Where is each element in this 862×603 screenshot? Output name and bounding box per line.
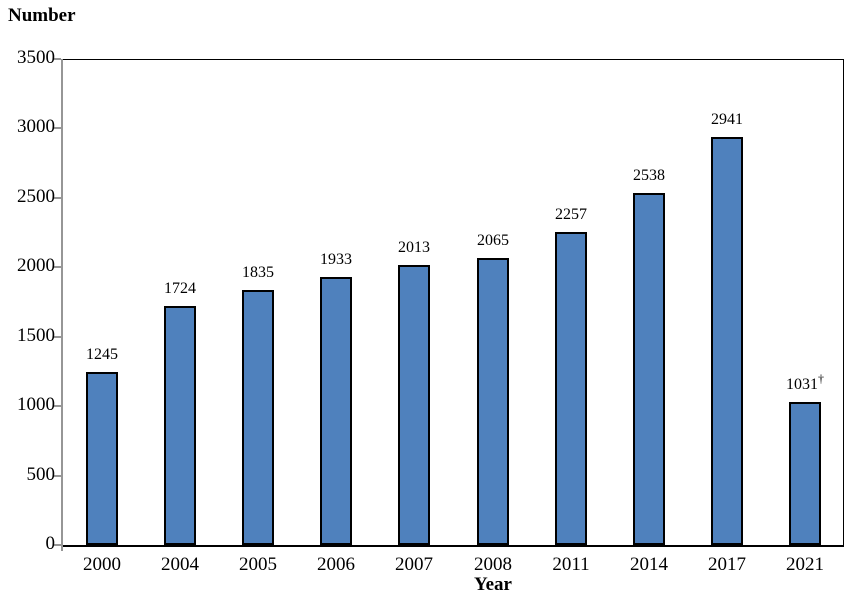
x-axis-line — [63, 545, 844, 547]
x-axis-title: Year — [474, 574, 512, 595]
y-tick-2000 — [54, 266, 61, 269]
bar-2000 — [86, 372, 118, 545]
y-tick-label-3000: 3000 — [17, 116, 55, 138]
bar-2004 — [164, 306, 196, 545]
y-tick-label-1500: 1500 — [17, 324, 55, 346]
y-tick-label-3500: 3500 — [17, 47, 55, 68]
footnote-dagger: † — [818, 371, 824, 386]
y-tick-3000 — [54, 127, 61, 130]
x-tick-label-2007: 2007 — [395, 554, 433, 575]
x-tick-label-2017: 2017 — [708, 554, 746, 575]
y-tick-label-2000: 2000 — [17, 255, 55, 277]
y-axis-line — [61, 59, 63, 551]
x-tick-label-2005: 2005 — [239, 554, 277, 575]
y-tick-2500 — [54, 196, 61, 199]
x-tick-label-2004: 2004 — [161, 554, 199, 575]
bar-value-label-2007: 2013 — [398, 239, 430, 256]
y-tick-1000 — [54, 405, 61, 408]
bar-value-label-2008: 2065 — [477, 232, 509, 249]
bar-2007 — [398, 265, 430, 545]
x-tick-label-2006: 2006 — [317, 554, 355, 575]
bar-2021 — [789, 402, 821, 545]
y-tick-label-0: 0 — [45, 533, 56, 554]
bar-2008 — [477, 258, 509, 545]
y-tick-label-500: 500 — [26, 463, 56, 485]
bar-value-label-2000: 1245 — [86, 346, 118, 363]
bar-2017 — [711, 137, 743, 545]
bar-value-label-2006: 1933 — [320, 251, 352, 268]
bar-2014 — [633, 193, 665, 545]
x-tick-label-2021: 2021 — [786, 554, 824, 575]
bar-value-label-2017: 2941 — [711, 111, 743, 128]
bar-value-label-2004: 1724 — [164, 280, 196, 297]
bar-2011 — [555, 232, 587, 545]
bar-2006 — [320, 277, 352, 545]
y-tick-500 — [54, 474, 61, 477]
x-tick-label-2014: 2014 — [630, 554, 668, 575]
x-tick-label-2008: 2008 — [474, 554, 512, 575]
x-tick-label-2011: 2011 — [552, 554, 590, 575]
plot-top-border — [63, 59, 844, 60]
bar-value-label-2005: 1835 — [242, 264, 274, 281]
y-tick-0 — [54, 544, 61, 546]
bar-value-label-2011: 2257 — [555, 206, 587, 223]
y-tick-1500 — [54, 335, 61, 338]
y-tick-3500 — [54, 58, 61, 60]
bar-2005 — [242, 290, 274, 545]
bar-value-label-2021: 1031† — [786, 371, 824, 393]
y-tick-label-2500: 2500 — [17, 185, 55, 207]
y-axis-title: Number — [8, 5, 76, 26]
x-tick-label-2000: 2000 — [83, 554, 121, 575]
plot-right-border — [843, 59, 844, 545]
bar-value-label-2014: 2538 — [633, 167, 665, 184]
y-tick-label-1000: 1000 — [17, 394, 55, 416]
